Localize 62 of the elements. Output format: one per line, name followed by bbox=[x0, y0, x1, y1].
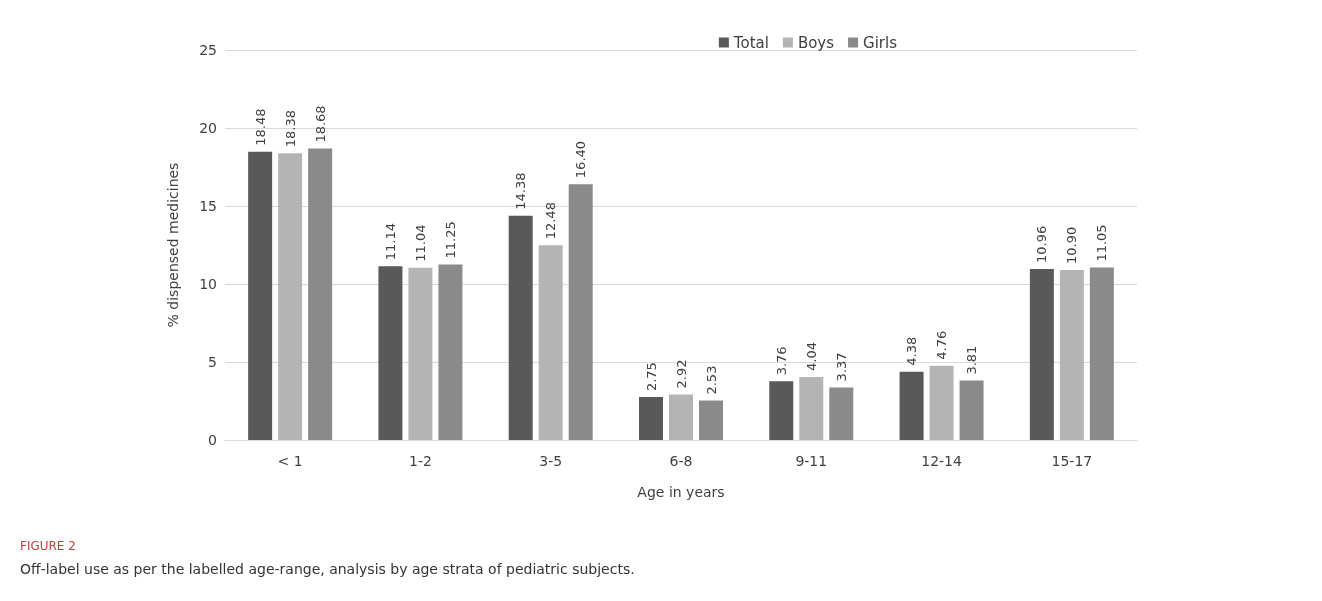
y-tick-label: 5 bbox=[208, 354, 217, 370]
data-label: 3.76 bbox=[773, 346, 789, 376]
legend-label: Boys bbox=[797, 33, 835, 52]
bar bbox=[408, 267, 433, 440]
bar bbox=[248, 151, 273, 440]
x-axis-title: Age in years bbox=[637, 484, 725, 500]
data-label: 2.75 bbox=[643, 362, 659, 392]
data-label: 4.38 bbox=[904, 336, 920, 366]
legend-label: Total bbox=[732, 33, 769, 52]
bar bbox=[669, 394, 693, 440]
bar bbox=[929, 365, 954, 440]
bar bbox=[1029, 269, 1054, 440]
x-tick-label: 1-2 bbox=[408, 453, 432, 469]
data-label: 12.48 bbox=[543, 202, 559, 240]
y-tick-label: 20 bbox=[199, 120, 217, 136]
bar bbox=[959, 380, 984, 440]
x-tick-label: < 1 bbox=[277, 453, 303, 469]
data-label: 18.38 bbox=[282, 110, 298, 148]
data-label: 11.14 bbox=[382, 223, 398, 261]
bar bbox=[639, 397, 663, 440]
data-label: 10.96 bbox=[1034, 225, 1050, 264]
data-label: 11.04 bbox=[412, 224, 428, 262]
data-label: 18.48 bbox=[252, 108, 268, 146]
data-label: 11.05 bbox=[1094, 224, 1110, 262]
data-label: 3.81 bbox=[964, 345, 980, 375]
bar bbox=[538, 245, 563, 440]
bar bbox=[378, 266, 403, 440]
bar bbox=[829, 387, 854, 440]
bar bbox=[568, 184, 593, 440]
data-label: 14.38 bbox=[513, 172, 529, 210]
text: Off-label use as per the labelled age-range, analysis by age strata of pediatric subjects. bbox=[20, 561, 635, 577]
bar bbox=[438, 264, 463, 440]
data-label: 18.68 bbox=[312, 105, 328, 143]
data-label: 2.92 bbox=[673, 359, 689, 389]
bar bbox=[799, 376, 824, 440]
legend-label: Girls bbox=[863, 33, 898, 52]
y-tick-label: 10 bbox=[199, 276, 217, 292]
y-tick-label: 15 bbox=[199, 198, 217, 214]
data-label: 3.37 bbox=[833, 352, 849, 382]
data-label: 11.25 bbox=[442, 221, 458, 259]
y-tick-label: 25 bbox=[199, 42, 217, 58]
bar bbox=[508, 215, 533, 440]
bar bbox=[899, 371, 924, 440]
caption: FIGURE 2 bbox=[20, 539, 76, 553]
data-label: 10.90 bbox=[1064, 226, 1080, 264]
bar bbox=[278, 153, 303, 440]
y-tick-label: 0 bbox=[208, 432, 217, 448]
bar bbox=[699, 400, 723, 440]
bar bbox=[308, 148, 333, 440]
bar bbox=[1089, 267, 1114, 440]
data-label: 4.76 bbox=[934, 330, 950, 360]
x-tick-label: 6-8 bbox=[669, 453, 693, 469]
data-label: 2.53 bbox=[703, 365, 719, 395]
x-tick-label: 12-14 bbox=[921, 453, 962, 469]
x-tick-label: 3-5 bbox=[539, 453, 563, 469]
bar bbox=[769, 381, 794, 440]
bar bbox=[1059, 269, 1084, 440]
data-label: 16.40 bbox=[573, 140, 589, 179]
data-label: 4.04 bbox=[803, 342, 819, 371]
y-axis-title: % dispensed medicines bbox=[165, 162, 181, 328]
x-tick-label: 15-17 bbox=[1051, 453, 1093, 469]
x-tick-label: 9-11 bbox=[795, 453, 828, 469]
